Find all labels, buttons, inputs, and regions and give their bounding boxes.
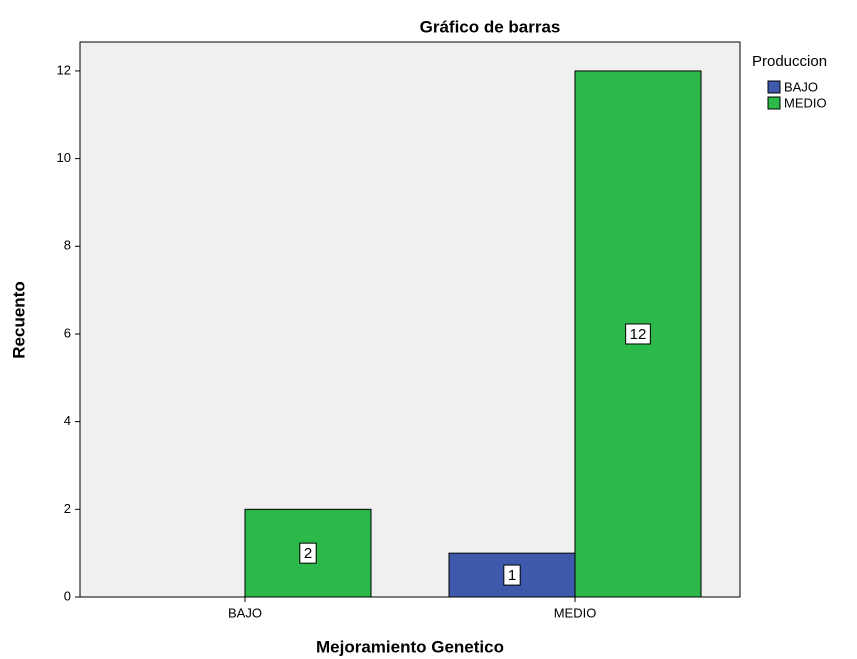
x-tick-label: BAJO (228, 605, 262, 620)
value-label: 2 (304, 545, 312, 562)
legend-swatch (767, 80, 781, 94)
value-label: 1 (508, 567, 516, 584)
y-tick-label: 4 (64, 413, 71, 428)
y-tick-label: 10 (57, 150, 71, 165)
y-tick-label: 12 (57, 62, 71, 77)
legend-label: BAJO (784, 79, 818, 94)
legend-swatch (767, 96, 781, 110)
value-label-box (503, 564, 521, 586)
chart-title: Gráfico de barras (420, 17, 561, 36)
y-tick-label: 0 (64, 588, 71, 603)
legend-title: Produccion (752, 53, 827, 70)
value-label: 12 (630, 326, 647, 343)
x-tick-label: MEDIO (554, 605, 597, 620)
x-axis-label: Mejoramiento Genetico (316, 637, 504, 656)
legend-label: MEDIO (784, 95, 827, 110)
value-label-box (299, 542, 317, 564)
y-tick-label: 8 (64, 238, 71, 253)
value-label-box (625, 323, 651, 345)
bar (448, 552, 576, 598)
y-axis-label: Recuento (9, 281, 28, 358)
y-tick-label: 6 (64, 325, 71, 340)
y-tick-label: 2 (64, 501, 71, 516)
